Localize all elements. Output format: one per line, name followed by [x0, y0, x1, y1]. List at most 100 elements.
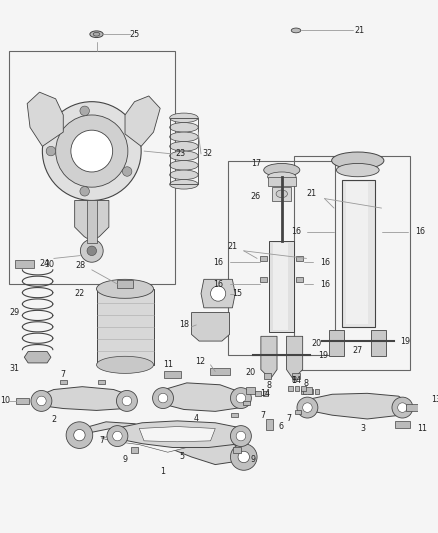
- Bar: [60, 380, 67, 384]
- Bar: [243, 401, 250, 405]
- Polygon shape: [74, 200, 109, 241]
- Bar: [117, 280, 133, 288]
- Polygon shape: [158, 383, 244, 411]
- Circle shape: [392, 397, 413, 418]
- Bar: [233, 448, 241, 453]
- Circle shape: [107, 426, 128, 447]
- Text: 16: 16: [213, 258, 223, 266]
- Text: 20: 20: [311, 340, 321, 349]
- Text: 18: 18: [180, 320, 190, 329]
- Ellipse shape: [170, 170, 198, 180]
- Text: 11: 11: [417, 424, 427, 433]
- Text: 32: 32: [203, 149, 213, 158]
- Bar: [292, 374, 300, 379]
- Text: 6: 6: [279, 422, 284, 431]
- Circle shape: [80, 239, 103, 262]
- Text: 16: 16: [320, 280, 330, 288]
- Text: 12: 12: [196, 358, 206, 367]
- Bar: [301, 386, 306, 391]
- Text: 3: 3: [360, 424, 365, 433]
- Ellipse shape: [93, 33, 100, 36]
- Bar: [395, 422, 410, 428]
- Ellipse shape: [170, 160, 198, 170]
- Bar: [342, 180, 375, 327]
- Text: 9: 9: [123, 455, 127, 464]
- Polygon shape: [101, 431, 187, 452]
- Text: 16: 16: [213, 280, 223, 288]
- Circle shape: [56, 115, 128, 187]
- Polygon shape: [304, 393, 408, 419]
- Ellipse shape: [332, 152, 384, 169]
- Bar: [294, 156, 410, 369]
- Text: 5: 5: [180, 453, 184, 462]
- Text: 14: 14: [291, 376, 301, 385]
- Bar: [231, 413, 237, 417]
- Text: 19: 19: [400, 336, 411, 345]
- Circle shape: [71, 130, 113, 172]
- Polygon shape: [113, 421, 244, 448]
- Text: 21: 21: [307, 189, 317, 198]
- Bar: [9, 51, 175, 284]
- Text: 25: 25: [129, 30, 140, 39]
- Polygon shape: [125, 96, 160, 147]
- Text: 22: 22: [75, 289, 85, 298]
- Bar: [263, 391, 268, 395]
- Ellipse shape: [170, 151, 198, 160]
- Text: 29: 29: [9, 308, 19, 317]
- Text: 11: 11: [163, 360, 173, 369]
- Text: 24: 24: [39, 259, 49, 268]
- Ellipse shape: [170, 132, 198, 142]
- Text: 15: 15: [232, 289, 242, 298]
- Bar: [15, 260, 34, 268]
- Text: 26: 26: [251, 192, 261, 201]
- Circle shape: [46, 147, 56, 156]
- Text: 16: 16: [291, 228, 301, 236]
- Circle shape: [152, 387, 173, 408]
- Bar: [255, 391, 261, 395]
- Bar: [209, 368, 230, 375]
- Bar: [266, 419, 273, 430]
- Text: 7: 7: [260, 410, 265, 419]
- Bar: [272, 187, 291, 201]
- Bar: [87, 200, 96, 243]
- Circle shape: [87, 246, 96, 256]
- Bar: [406, 404, 423, 411]
- Text: 21: 21: [355, 26, 365, 35]
- Circle shape: [211, 286, 226, 301]
- Bar: [297, 256, 303, 261]
- Bar: [96, 289, 154, 365]
- Text: 8: 8: [303, 379, 308, 389]
- Text: 30: 30: [44, 260, 54, 269]
- Ellipse shape: [336, 164, 379, 177]
- Bar: [329, 330, 344, 356]
- Circle shape: [122, 396, 132, 406]
- Polygon shape: [191, 312, 230, 341]
- Ellipse shape: [170, 142, 198, 151]
- Bar: [273, 243, 288, 330]
- Text: 8: 8: [267, 381, 272, 390]
- Bar: [308, 389, 313, 394]
- Bar: [164, 371, 181, 378]
- Circle shape: [236, 431, 246, 441]
- Circle shape: [66, 422, 93, 448]
- Circle shape: [236, 393, 246, 403]
- Polygon shape: [27, 92, 63, 147]
- Text: 14: 14: [260, 389, 270, 398]
- Ellipse shape: [90, 31, 103, 37]
- Ellipse shape: [170, 113, 198, 123]
- Ellipse shape: [268, 172, 296, 181]
- Bar: [297, 277, 303, 282]
- Text: 7: 7: [61, 370, 66, 379]
- Circle shape: [74, 430, 85, 441]
- Ellipse shape: [291, 28, 301, 33]
- Text: 4: 4: [194, 415, 199, 424]
- Circle shape: [31, 391, 52, 411]
- Text: 2: 2: [51, 415, 57, 424]
- Ellipse shape: [96, 356, 154, 374]
- Text: 8: 8: [292, 376, 297, 385]
- Circle shape: [303, 403, 312, 413]
- Text: 23: 23: [175, 149, 185, 158]
- Bar: [228, 160, 335, 356]
- Circle shape: [398, 403, 407, 413]
- Bar: [314, 389, 319, 394]
